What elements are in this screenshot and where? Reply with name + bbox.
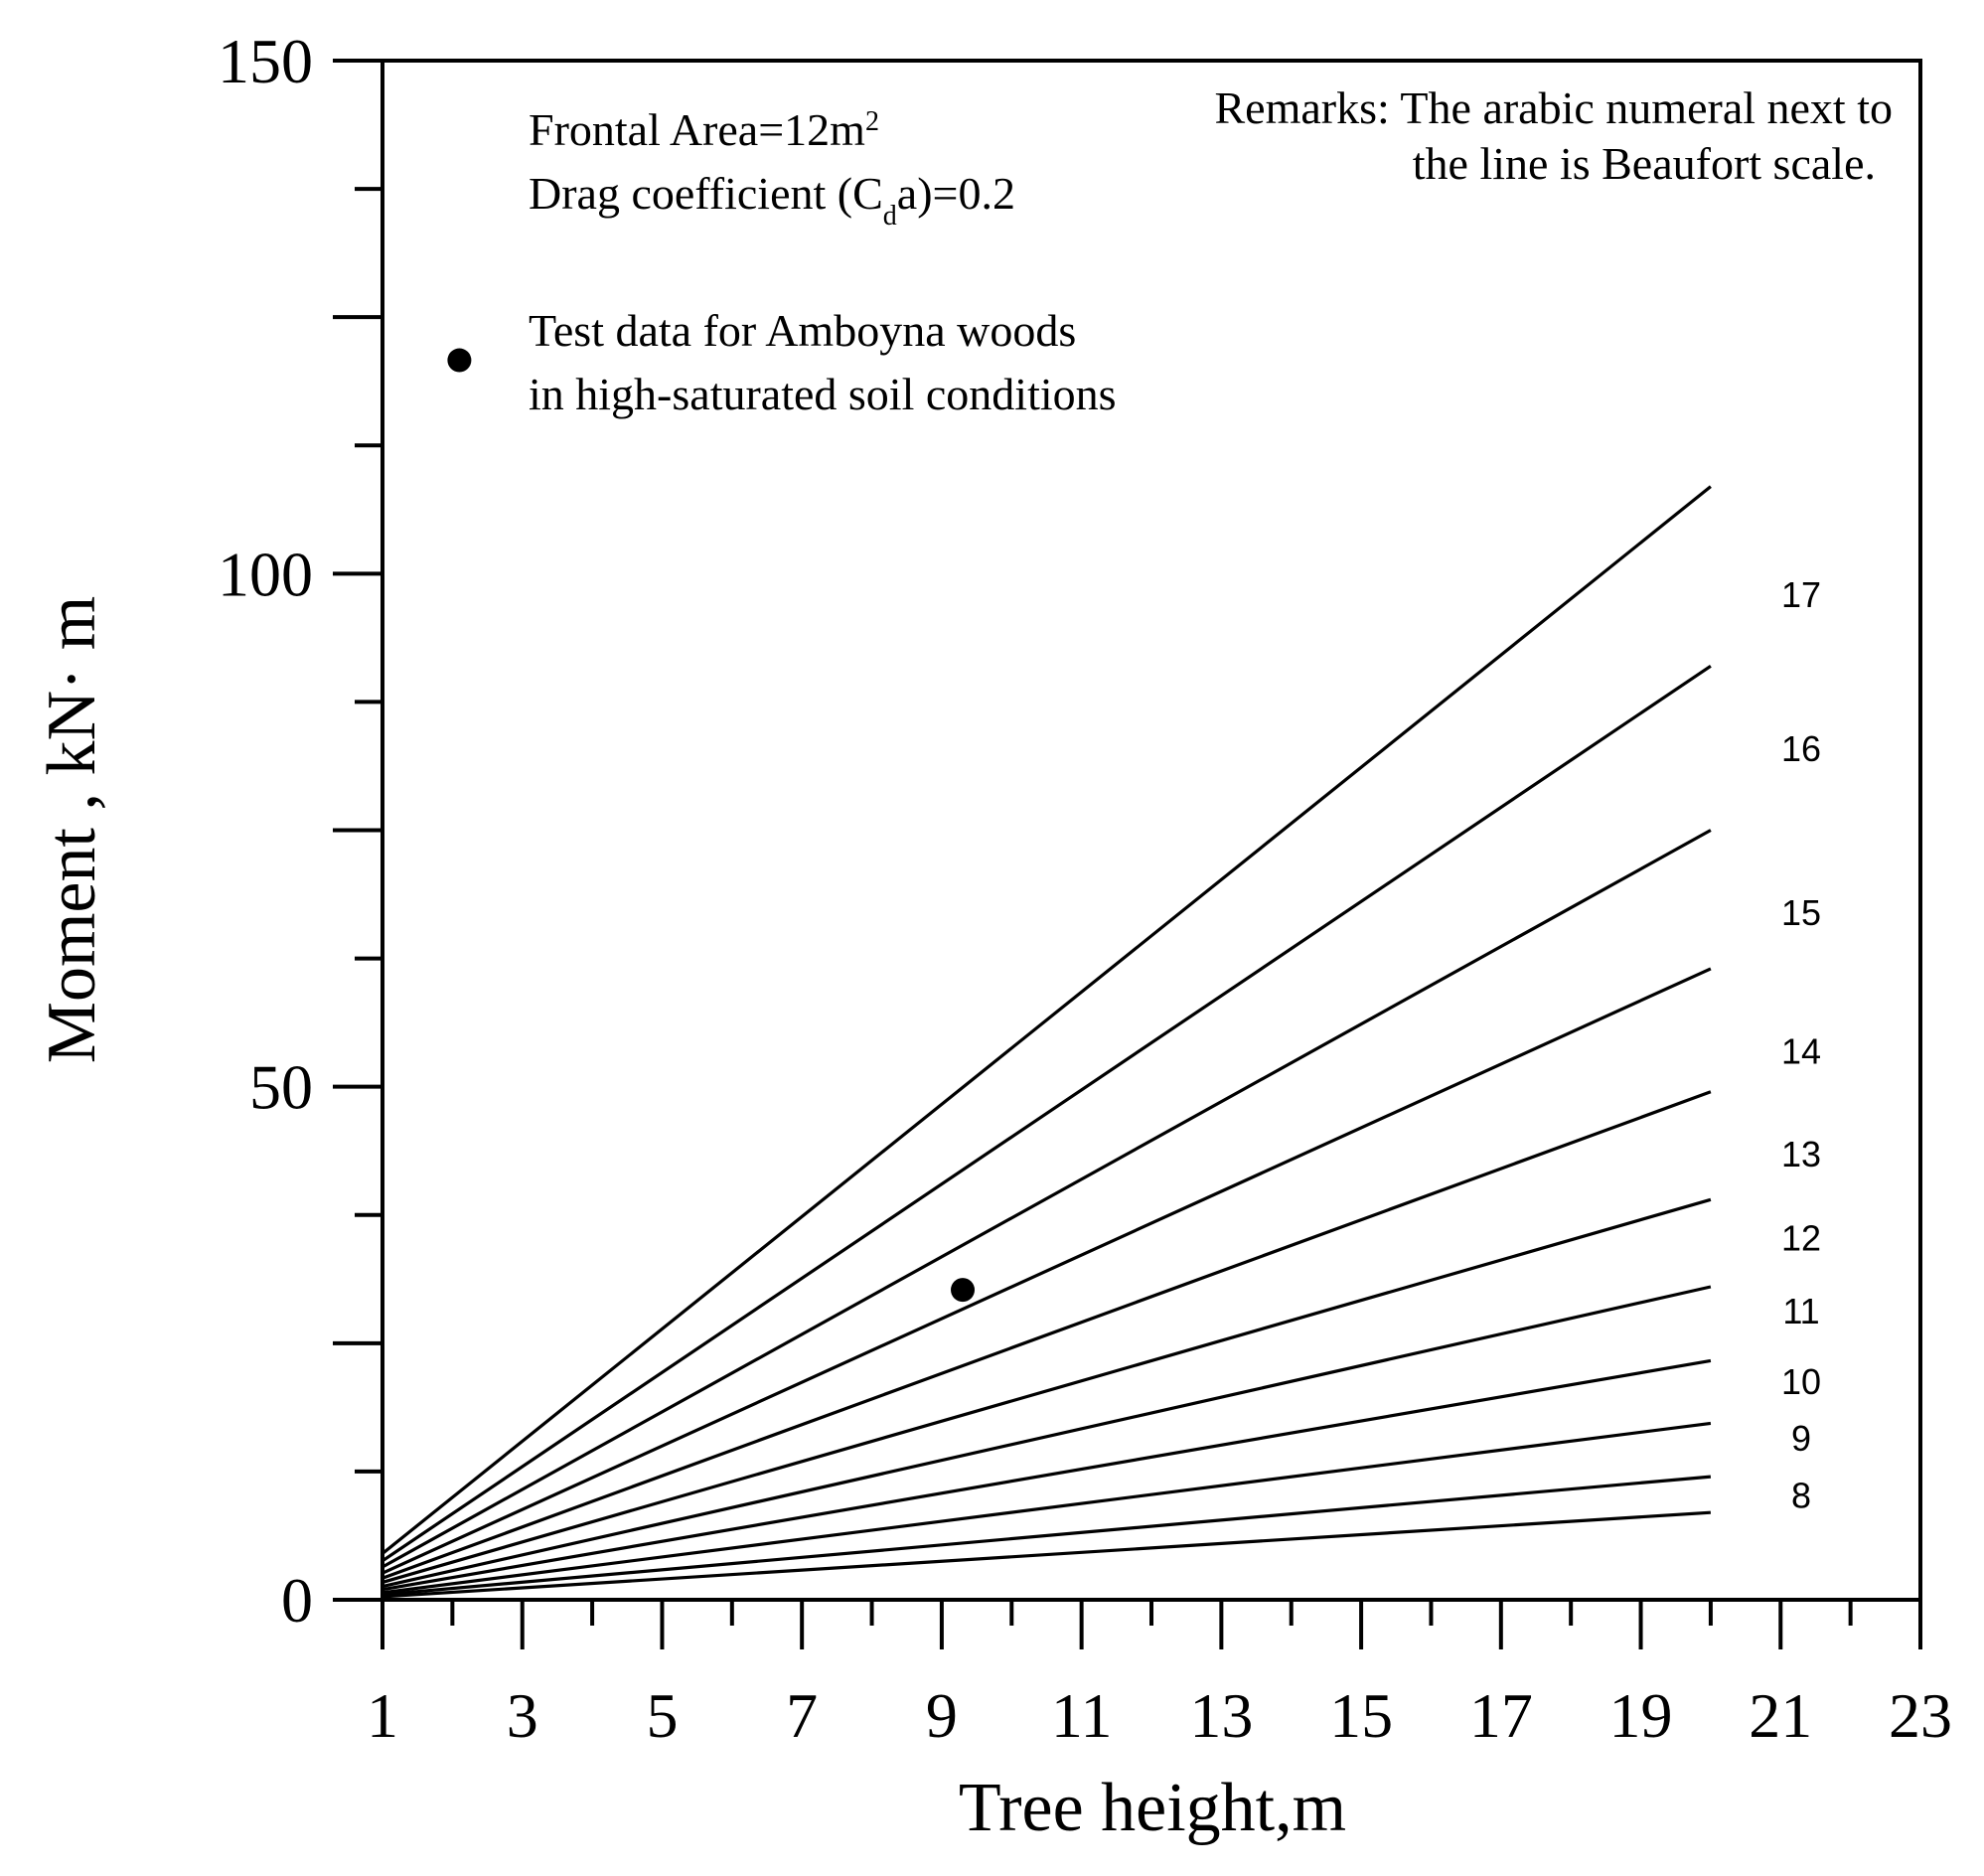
series-label-8: 8 (1791, 1476, 1811, 1516)
series-line-11 (382, 1285, 1712, 1589)
x-tick-label: 1 (367, 1680, 398, 1751)
series-label-15: 15 (1781, 892, 1821, 933)
x-axis-title: Tree height,m (959, 1770, 1346, 1846)
x-tick-label: 7 (786, 1680, 818, 1751)
series-line-9 (382, 1421, 1712, 1595)
series-label-12: 12 (1781, 1217, 1821, 1258)
series-line-8 (382, 1475, 1712, 1597)
test-data-point (951, 1278, 976, 1303)
remarks-line1: Remarks: The arabic numeral next to (1214, 82, 1893, 133)
y-tick-label: 50 (249, 1052, 313, 1123)
series-label-9: 9 (1791, 1418, 1811, 1459)
axis-ticks (333, 59, 1922, 1649)
series-labels: 17 16 15 14 13 12 11 10 9 8 (1781, 574, 1821, 1516)
series-line-16 (382, 664, 1712, 1563)
x-tick-label: 3 (507, 1680, 538, 1751)
drag-text: Drag coefficient (C (529, 168, 883, 219)
series-line-12 (382, 1197, 1712, 1584)
y-tick-label: 0 (281, 1565, 313, 1636)
series-line-10 (382, 1358, 1712, 1592)
frontal-area-text: Frontal Area=12m (529, 104, 865, 155)
x-tick-label: 19 (1609, 1680, 1673, 1751)
series-label-16: 16 (1781, 728, 1821, 769)
series-label-11: 11 (1782, 1291, 1819, 1331)
series-lines (381, 485, 1712, 1599)
series-line-unlabeled-10 (382, 1510, 1712, 1599)
series-line-14 (382, 967, 1712, 1575)
frontal-area-note: Frontal Area=12m2 (529, 104, 879, 155)
x-tick-label: 5 (646, 1680, 678, 1751)
drag-coefficient-note: Drag coefficient (Cda)=0.2 (529, 168, 1015, 232)
legend-label-line2: in high-saturated soil conditions (529, 369, 1117, 419)
series-label-17: 17 (1781, 574, 1821, 615)
series-label-10: 10 (1781, 1361, 1821, 1402)
legend-marker (447, 348, 472, 373)
legend-label-line1: Test data for Amboyna woods (529, 305, 1076, 356)
x-tick-label: 13 (1189, 1680, 1253, 1751)
remarks-line2: the line is Beaufort scale. (1413, 138, 1876, 189)
series-line-17 (381, 485, 1712, 1555)
x-tick-label: 21 (1749, 1680, 1812, 1751)
series-line-15 (382, 829, 1712, 1569)
x-tick-label: 23 (1889, 1680, 1952, 1751)
x-tick-label: 15 (1329, 1680, 1393, 1751)
frontal-area-superscript: 2 (865, 106, 879, 137)
y-tick-label: 100 (218, 539, 313, 609)
drag-suffix: a)=0.2 (897, 168, 1015, 219)
series-label-14: 14 (1781, 1031, 1821, 1072)
drag-subscript: d (883, 201, 897, 232)
x-tick-label: 9 (926, 1680, 958, 1751)
y-axis-title: Moment , kN· m (34, 596, 110, 1064)
series-line-13 (382, 1090, 1712, 1580)
series-label-13: 13 (1781, 1134, 1821, 1174)
y-tick-label: 150 (218, 26, 313, 96)
x-tick-label: 17 (1469, 1680, 1533, 1751)
x-tick-label: 11 (1051, 1680, 1113, 1751)
test-data-points (447, 348, 976, 1303)
